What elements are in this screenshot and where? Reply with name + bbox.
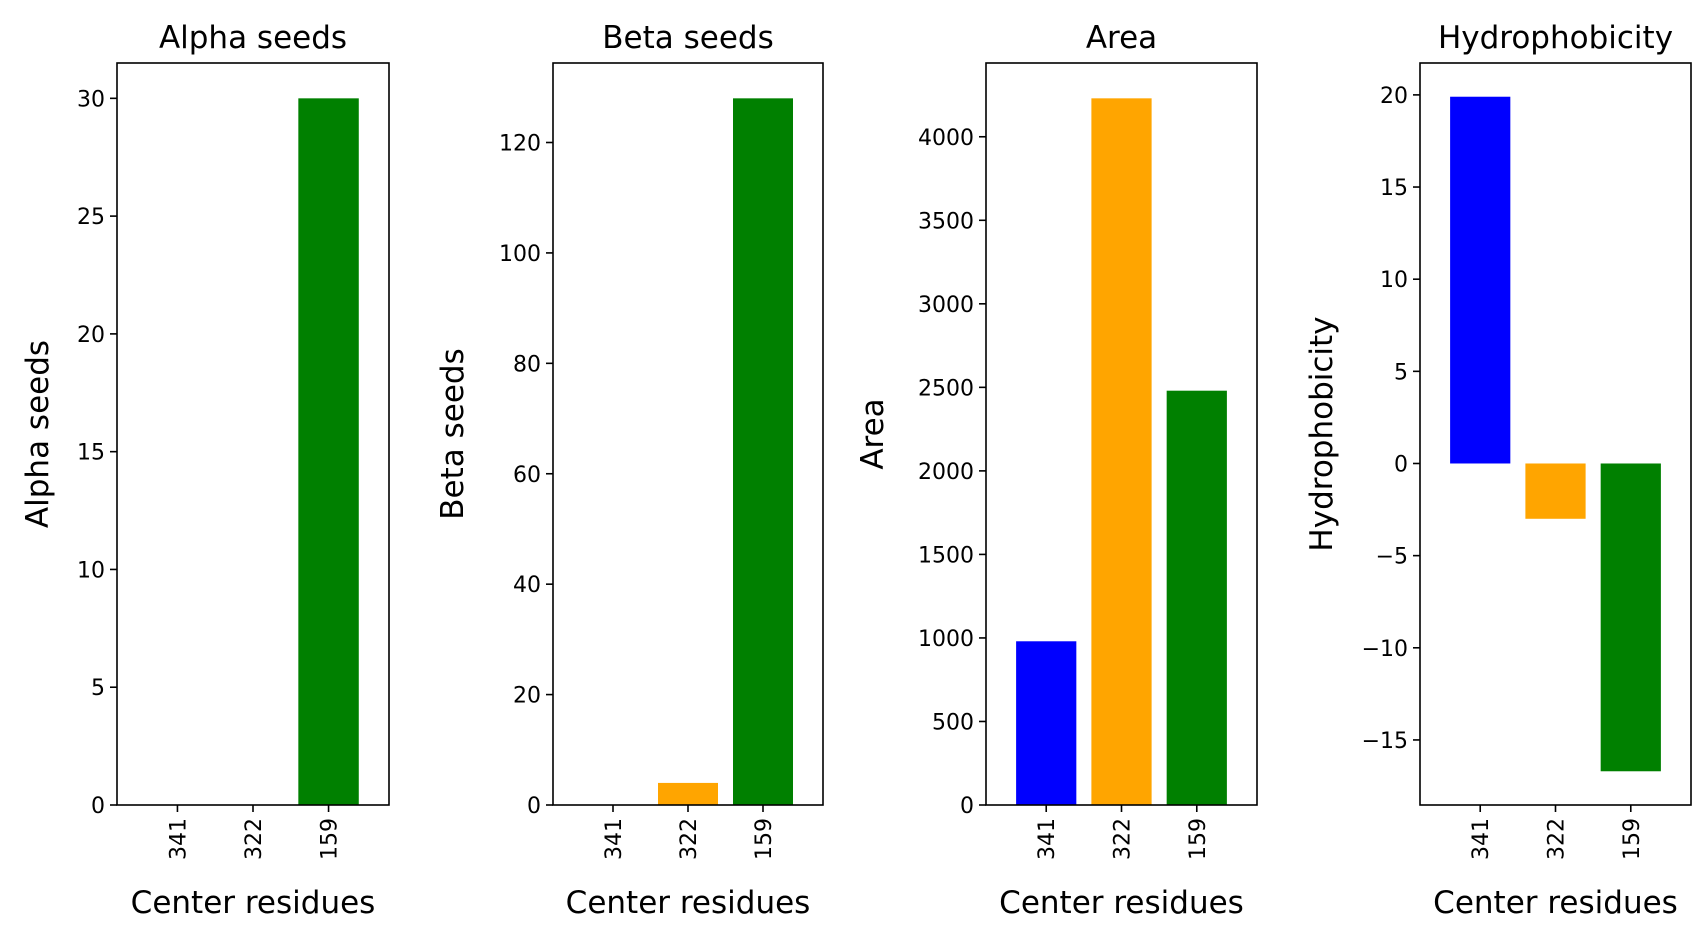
y-tick-label: 1500 xyxy=(918,543,974,568)
y-tick-label: 80 xyxy=(513,352,541,377)
y-tick-label: 30 xyxy=(77,87,105,112)
subplot-title: Beta seeds xyxy=(602,20,773,56)
y-tick-label: 2000 xyxy=(918,460,974,485)
subplot-3: 0 500 1000 1500 2000 2500 3000 3500 4000 341 322 15… xyxy=(855,20,1258,921)
y-tick-label: 20 xyxy=(1380,84,1408,109)
x-tick-label: 341 xyxy=(602,818,627,860)
x-tick-label: 341 xyxy=(1469,818,1494,860)
y-tick-label: 4000 xyxy=(918,126,974,151)
subplot-2: 0 20 40 60 80 100 120 341 322 159 Beta seeds Center… xyxy=(435,20,824,921)
y-tick-label: 5 xyxy=(1394,360,1408,385)
y-tick-label: 3500 xyxy=(918,209,974,234)
y-tick-label: 0 xyxy=(527,794,541,819)
subplot-title: Hydrophobicity xyxy=(1438,20,1673,56)
x-tick-label: 159 xyxy=(1620,818,1645,860)
x-axis-label: Center residues xyxy=(131,885,376,921)
x-tick-label: 341 xyxy=(1035,818,1060,860)
y-tick-label: 0 xyxy=(1394,452,1408,477)
y-tick-label: 120 xyxy=(499,132,541,157)
y-tick-label: −10 xyxy=(1362,637,1408,662)
y-axis-label: Area xyxy=(855,398,891,469)
x-axis-label: Center residues xyxy=(1433,885,1678,921)
y-axis-label: Hydrophobicity xyxy=(1304,316,1340,551)
y-tick-label: 10 xyxy=(77,558,105,583)
subplot-title: Alpha seeds xyxy=(159,20,347,56)
y-tick-label: 2500 xyxy=(918,376,974,401)
y-tick-label: 1000 xyxy=(918,627,974,652)
y-tick-label: 20 xyxy=(513,684,541,709)
y-tick-label: 10 xyxy=(1380,268,1408,293)
x-tick-label: 159 xyxy=(318,818,343,860)
bar-322 xyxy=(1525,463,1586,519)
bar-322 xyxy=(658,782,718,805)
y-tick-label: 0 xyxy=(91,794,105,819)
y-tick-label: 15 xyxy=(77,441,105,466)
x-axis-label: Center residues xyxy=(566,885,811,921)
y-tick-label: −15 xyxy=(1362,729,1408,754)
x-tick-label: 159 xyxy=(1186,818,1211,860)
x-tick-label: 322 xyxy=(1111,818,1136,860)
y-tick-label: 25 xyxy=(77,205,105,230)
y-tick-label: 15 xyxy=(1380,176,1408,201)
bar-159 xyxy=(1166,390,1227,805)
y-tick-label: 5 xyxy=(91,676,105,701)
y-tick-label: 3000 xyxy=(918,293,974,318)
y-axis-label: Beta seeds xyxy=(435,348,471,519)
x-axis-label: Center residues xyxy=(999,885,1244,921)
x-tick-label: 341 xyxy=(166,818,191,860)
x-tick-label: 159 xyxy=(752,818,777,860)
subplot-title: Area xyxy=(1086,20,1157,56)
x-tick-label: 322 xyxy=(242,818,267,860)
x-tick-label: 322 xyxy=(677,818,702,860)
bar-322 xyxy=(1091,98,1152,806)
bar-159 xyxy=(298,98,359,806)
y-tick-label: −5 xyxy=(1376,545,1408,570)
subplot-1: 0 5 10 15 20 25 30 341 322 159 Alpha seeds Center r… xyxy=(20,20,390,921)
y-tick-label: 0 xyxy=(960,794,974,819)
subplot-4: −15 −10 −5 0 5 10 15 20 341 322 159 Hydrophobicity C… xyxy=(1304,20,1692,921)
y-tick-label: 40 xyxy=(513,573,541,598)
y-axis-label: Alpha seeds xyxy=(20,340,56,528)
bar-341 xyxy=(1450,96,1511,464)
y-tick-label: 60 xyxy=(513,463,541,488)
bar-341 xyxy=(1016,641,1077,805)
bar-159 xyxy=(1600,463,1661,772)
y-tick-label: 20 xyxy=(77,323,105,348)
bar-159 xyxy=(733,98,793,806)
y-tick-label: 100 xyxy=(499,242,541,267)
y-tick-label: 500 xyxy=(932,710,974,735)
x-tick-label: 322 xyxy=(1545,818,1570,860)
